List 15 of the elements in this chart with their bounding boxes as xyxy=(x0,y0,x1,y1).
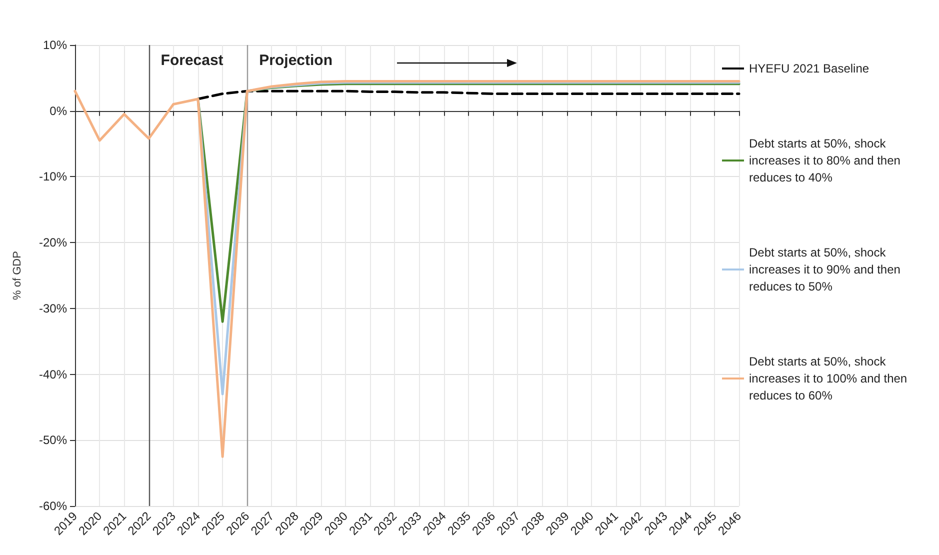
y-tick-label: 10% xyxy=(42,38,68,52)
ref-line-label: Projection xyxy=(259,52,333,69)
legend-label: Debt starts at 50%, shock increases it to 80% and then reduces to 40% xyxy=(749,136,904,184)
legend-label: Debt starts at 50%, shock increases it to 90% and then reduces to 50% xyxy=(749,246,904,294)
y-tick-label: -20% xyxy=(38,236,68,250)
legend-label: Debt starts at 50%, shock increases it to 100% and then reduces to 60% xyxy=(749,354,910,402)
y-tick-label: 0% xyxy=(50,104,68,118)
ref-line-label: Forecast xyxy=(160,52,224,69)
y-tick-label: -10% xyxy=(38,170,68,184)
y-tick-label: -50% xyxy=(38,433,68,448)
legend-label: HYEFU 2021 Baseline xyxy=(749,62,870,76)
y-tick-label: -40% xyxy=(38,367,68,382)
y-tick-label: -60% xyxy=(38,499,68,513)
y-axis-title: % of GDP xyxy=(12,251,24,300)
y-tick-label: -30% xyxy=(38,301,68,316)
